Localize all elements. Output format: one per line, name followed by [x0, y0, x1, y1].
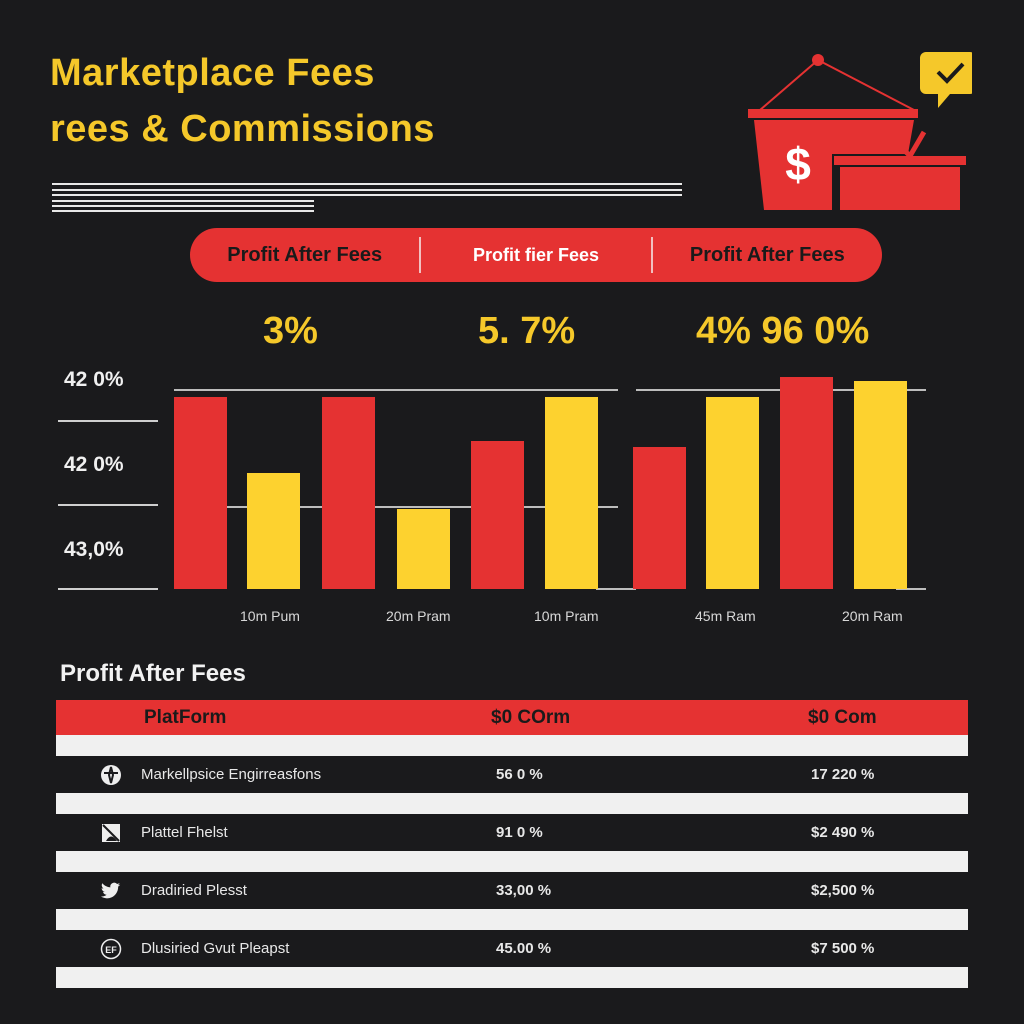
tab-divider — [419, 237, 422, 273]
divider — [52, 210, 314, 212]
row-separator — [56, 851, 968, 872]
y-tick-label: 42 0% — [64, 453, 124, 476]
divider — [52, 194, 682, 196]
column-header-commission-1[interactable]: $0 COrm — [491, 706, 571, 728]
platform-name: Dlusiried Gvut Pleapst — [141, 940, 290, 957]
row-separator — [56, 967, 968, 988]
tab-profit-after-fees-2[interactable]: Profit fier Fees — [472, 244, 600, 265]
tab-divider — [650, 237, 653, 273]
gridline — [596, 588, 636, 590]
x-tick-label: 10m Pum — [240, 608, 300, 624]
bar-yellow — [545, 397, 598, 589]
highlight-value: 3% — [263, 310, 318, 352]
table-row[interactable]: EF Dlusiried Gvut Pleapst 45.00 % $7 500… — [56, 930, 968, 967]
bird-icon — [100, 880, 122, 902]
cell-value: 56 0 % — [496, 766, 543, 783]
table-row[interactable]: Dradiried Plesst 33,00 % $2,500 % — [56, 872, 968, 909]
cell-value: $2 490 % — [811, 824, 875, 841]
bar-red — [322, 397, 375, 589]
cell-value: $7 500 % — [811, 940, 875, 957]
x-tick-label: 10m Pram — [534, 608, 599, 624]
crossed-image-icon — [100, 822, 122, 844]
cell-value: 45.00 % — [496, 940, 552, 957]
cell-value: 33,00 % — [496, 882, 552, 899]
divider — [52, 183, 682, 185]
bar-yellow — [854, 381, 907, 589]
gridline — [174, 389, 618, 391]
gridline — [174, 506, 618, 508]
highlight-value: 5. 7% — [478, 310, 576, 352]
tab-profit-after-fees-3[interactable]: Profit After Fees — [689, 243, 845, 266]
svg-text:$: $ — [785, 138, 811, 190]
row-separator — [56, 735, 968, 756]
cell-value: $2,500 % — [811, 882, 875, 899]
pill-tab-bar: Profit After Fees Profit fier Fees Profi… — [190, 228, 882, 282]
ef-circle-icon: EF — [100, 938, 122, 960]
axis-tick-line — [58, 504, 158, 506]
gridline — [896, 588, 926, 590]
column-header-platform[interactable]: PlatForm — [144, 706, 227, 728]
bar-red — [633, 447, 686, 589]
axis-tick-line — [58, 588, 158, 590]
page-subtitle: rees & Commissions — [50, 108, 435, 150]
platform-name: Dradiried Plesst — [141, 882, 247, 899]
table-header: PlatForm $0 COrm $0 Com — [56, 700, 968, 735]
bar-yellow — [247, 473, 300, 589]
table-row[interactable]: Plattel Fhelst 91 0 % $2 490 % — [56, 814, 968, 851]
compass-icon — [100, 764, 122, 786]
bar-red — [174, 397, 227, 589]
row-separator — [56, 793, 968, 814]
shopping-basket-icon: $ — [748, 52, 972, 210]
highlight-value: 4% 96 0% — [696, 310, 870, 352]
table-row[interactable]: Markellpsice Engirreasfons 56 0 % 17 220… — [56, 756, 968, 793]
table-title: Profit After Fees — [60, 660, 246, 687]
row-separator — [56, 909, 968, 930]
y-tick-label: 43,0% — [64, 538, 124, 561]
x-tick-label: 20m Ram — [842, 608, 903, 624]
x-tick-label: 20m Pram — [386, 608, 451, 624]
cell-value: 17 220 % — [811, 766, 875, 783]
bar-yellow — [706, 397, 759, 589]
platform-name: Plattel Fhelst — [141, 824, 228, 841]
svg-text:EF: EF — [105, 945, 117, 955]
bar-yellow — [397, 509, 450, 589]
divider — [52, 205, 314, 207]
platform-name: Markellpsice Engirreasfons — [141, 766, 322, 783]
cell-value: 91 0 % — [496, 824, 543, 841]
axis-tick-line — [58, 420, 158, 422]
divider — [52, 189, 682, 191]
column-header-commission-2[interactable]: $0 Com — [808, 706, 877, 728]
page-title: Marketplace Fees — [50, 52, 375, 94]
bar-red — [471, 441, 524, 589]
divider — [52, 200, 314, 202]
tab-profit-after-fees-1[interactable]: Profit After Fees — [227, 243, 383, 266]
bar-red — [780, 377, 833, 589]
y-tick-label: 42 0% — [64, 368, 124, 391]
x-tick-label: 45m Ram — [695, 608, 756, 624]
checkmark-bubble-icon — [920, 52, 972, 108]
